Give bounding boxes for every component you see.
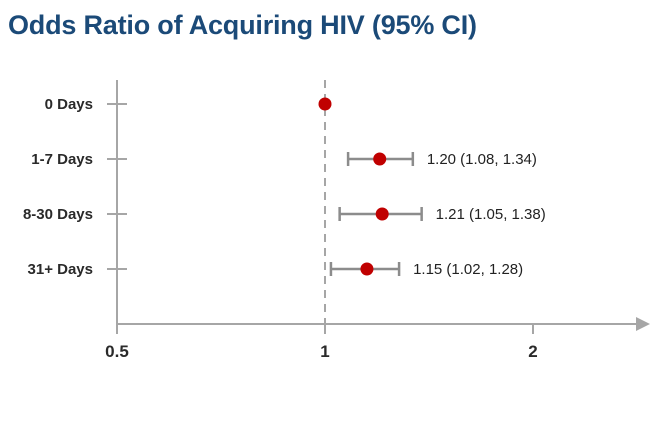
value-label: 1.15 (1.02, 1.28) — [413, 261, 523, 278]
chart-title: Odds Ratio of Acquiring HIV (95% CI) — [8, 10, 477, 40]
category-label: 1-7 Days — [31, 151, 93, 168]
odds-ratio-point — [373, 152, 387, 166]
chart-marks: 1.20 (1.08, 1.34) 1.21 (1.05, 1.38) 1.15 (… — [318, 97, 546, 278]
category-label: 0 Days — [45, 96, 93, 113]
category-label: 8-30 Days — [23, 206, 93, 223]
x-tick-label: 1 — [320, 342, 329, 361]
data-point-group: 1.15 (1.02, 1.28) — [329, 261, 523, 278]
data-point-group: 1.20 (1.08, 1.34) — [346, 151, 537, 168]
x-axis-arrow-icon — [636, 317, 650, 331]
y-axis: 0 Days 1-7 Days 8-30 Days 31+ Days — [23, 80, 127, 324]
y-ticks: 0 Days 1-7 Days 8-30 Days 31+ Days — [23, 96, 127, 278]
x-ticks: 0.5 1 2 — [105, 324, 538, 361]
x-axis: 0.5 1 2 — [105, 317, 650, 361]
value-label: 1.21 (1.05, 1.38) — [436, 206, 546, 223]
data-point-group — [318, 97, 332, 111]
data-point-group: 1.21 (1.05, 1.38) — [338, 206, 546, 223]
odds-ratio-point — [375, 207, 389, 221]
value-label: 1.20 (1.08, 1.34) — [427, 151, 537, 168]
x-tick-label: 0.5 — [105, 342, 129, 361]
odds-ratio-point — [318, 97, 332, 111]
odds-ratio-point — [360, 262, 374, 276]
category-label: 31+ Days — [28, 261, 93, 278]
x-tick-label: 2 — [528, 342, 537, 361]
